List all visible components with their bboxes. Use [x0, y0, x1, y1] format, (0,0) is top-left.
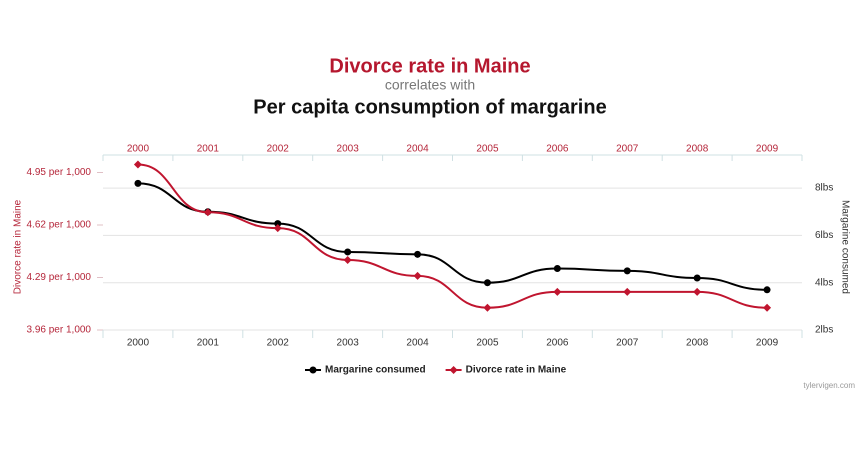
x-tick-label: 2000 — [127, 338, 150, 349]
point — [483, 279, 491, 287]
point — [413, 271, 422, 280]
point — [203, 208, 212, 217]
chart-title: Divorce rate in Maine — [329, 55, 530, 77]
point — [414, 250, 422, 258]
y-tick-label: 4.29 per 1,000 — [27, 272, 92, 283]
point — [623, 287, 632, 296]
x-tick-label-top: 2002 — [267, 144, 290, 155]
point — [763, 303, 772, 312]
x-tick-label: 2008 — [686, 338, 709, 349]
x-tick-label-top: 2007 — [616, 144, 639, 155]
y2-tick-label: 6lbs — [815, 230, 833, 241]
point — [344, 248, 352, 256]
x-tick-label-top: 2008 — [686, 144, 709, 155]
legend-marker — [449, 366, 458, 374]
x-tick-label: 2007 — [616, 338, 639, 349]
y2-tick-label: 2lbs — [815, 325, 833, 336]
x-tick-label: 2001 — [197, 338, 220, 349]
x-tick-label-top: 2006 — [546, 144, 569, 155]
point — [693, 274, 701, 282]
x-tick-label-top: 2000 — [127, 144, 150, 155]
point — [553, 265, 561, 273]
x-tick-label-top: 2003 — [337, 144, 360, 155]
watermark: tylervigen.com — [803, 381, 855, 390]
x-tick-label-top: 2001 — [197, 144, 220, 155]
chart-title-2: Per capita consumption of margarine — [253, 96, 606, 118]
x-tick-label: 2009 — [756, 338, 779, 349]
series-line — [137, 163, 768, 309]
legend-marker — [309, 366, 317, 374]
x-tick-label-top: 2004 — [406, 144, 429, 155]
point — [133, 160, 142, 169]
series-line — [137, 182, 768, 291]
x-tick-label: 2002 — [267, 338, 290, 349]
point — [623, 267, 631, 275]
y2-tick-label: 4lbs — [815, 277, 833, 288]
y-tick-label: 4.95 per 1,000 — [27, 167, 92, 178]
y-tick-label: 3.96 per 1,000 — [27, 325, 92, 336]
x-tick-label-top: 2005 — [476, 144, 499, 155]
y-axis-title: Divorce rate in Maine — [13, 199, 24, 294]
y2-axis-title: Margarine consumed — [839, 200, 850, 294]
point — [763, 286, 771, 294]
x-tick-label: 2006 — [546, 338, 569, 349]
x-tick-label: 2005 — [476, 338, 499, 349]
x-tick-label: 2003 — [337, 338, 360, 349]
point — [274, 220, 282, 228]
y2-tick-label: 8lbs — [815, 183, 833, 194]
point — [343, 256, 352, 264]
legend-label: Divorce rate in Maine — [466, 365, 567, 376]
point — [273, 224, 282, 233]
point — [693, 287, 702, 296]
chart-subtitle: correlates with — [385, 77, 475, 93]
point — [134, 179, 142, 187]
point — [483, 303, 492, 312]
x-tick-label: 2004 — [406, 338, 429, 349]
point — [553, 287, 562, 296]
legend-label: Margarine consumed — [325, 365, 426, 376]
y-tick-label: 4.62 per 1,000 — [27, 220, 92, 231]
x-tick-label-top: 2009 — [756, 144, 779, 155]
